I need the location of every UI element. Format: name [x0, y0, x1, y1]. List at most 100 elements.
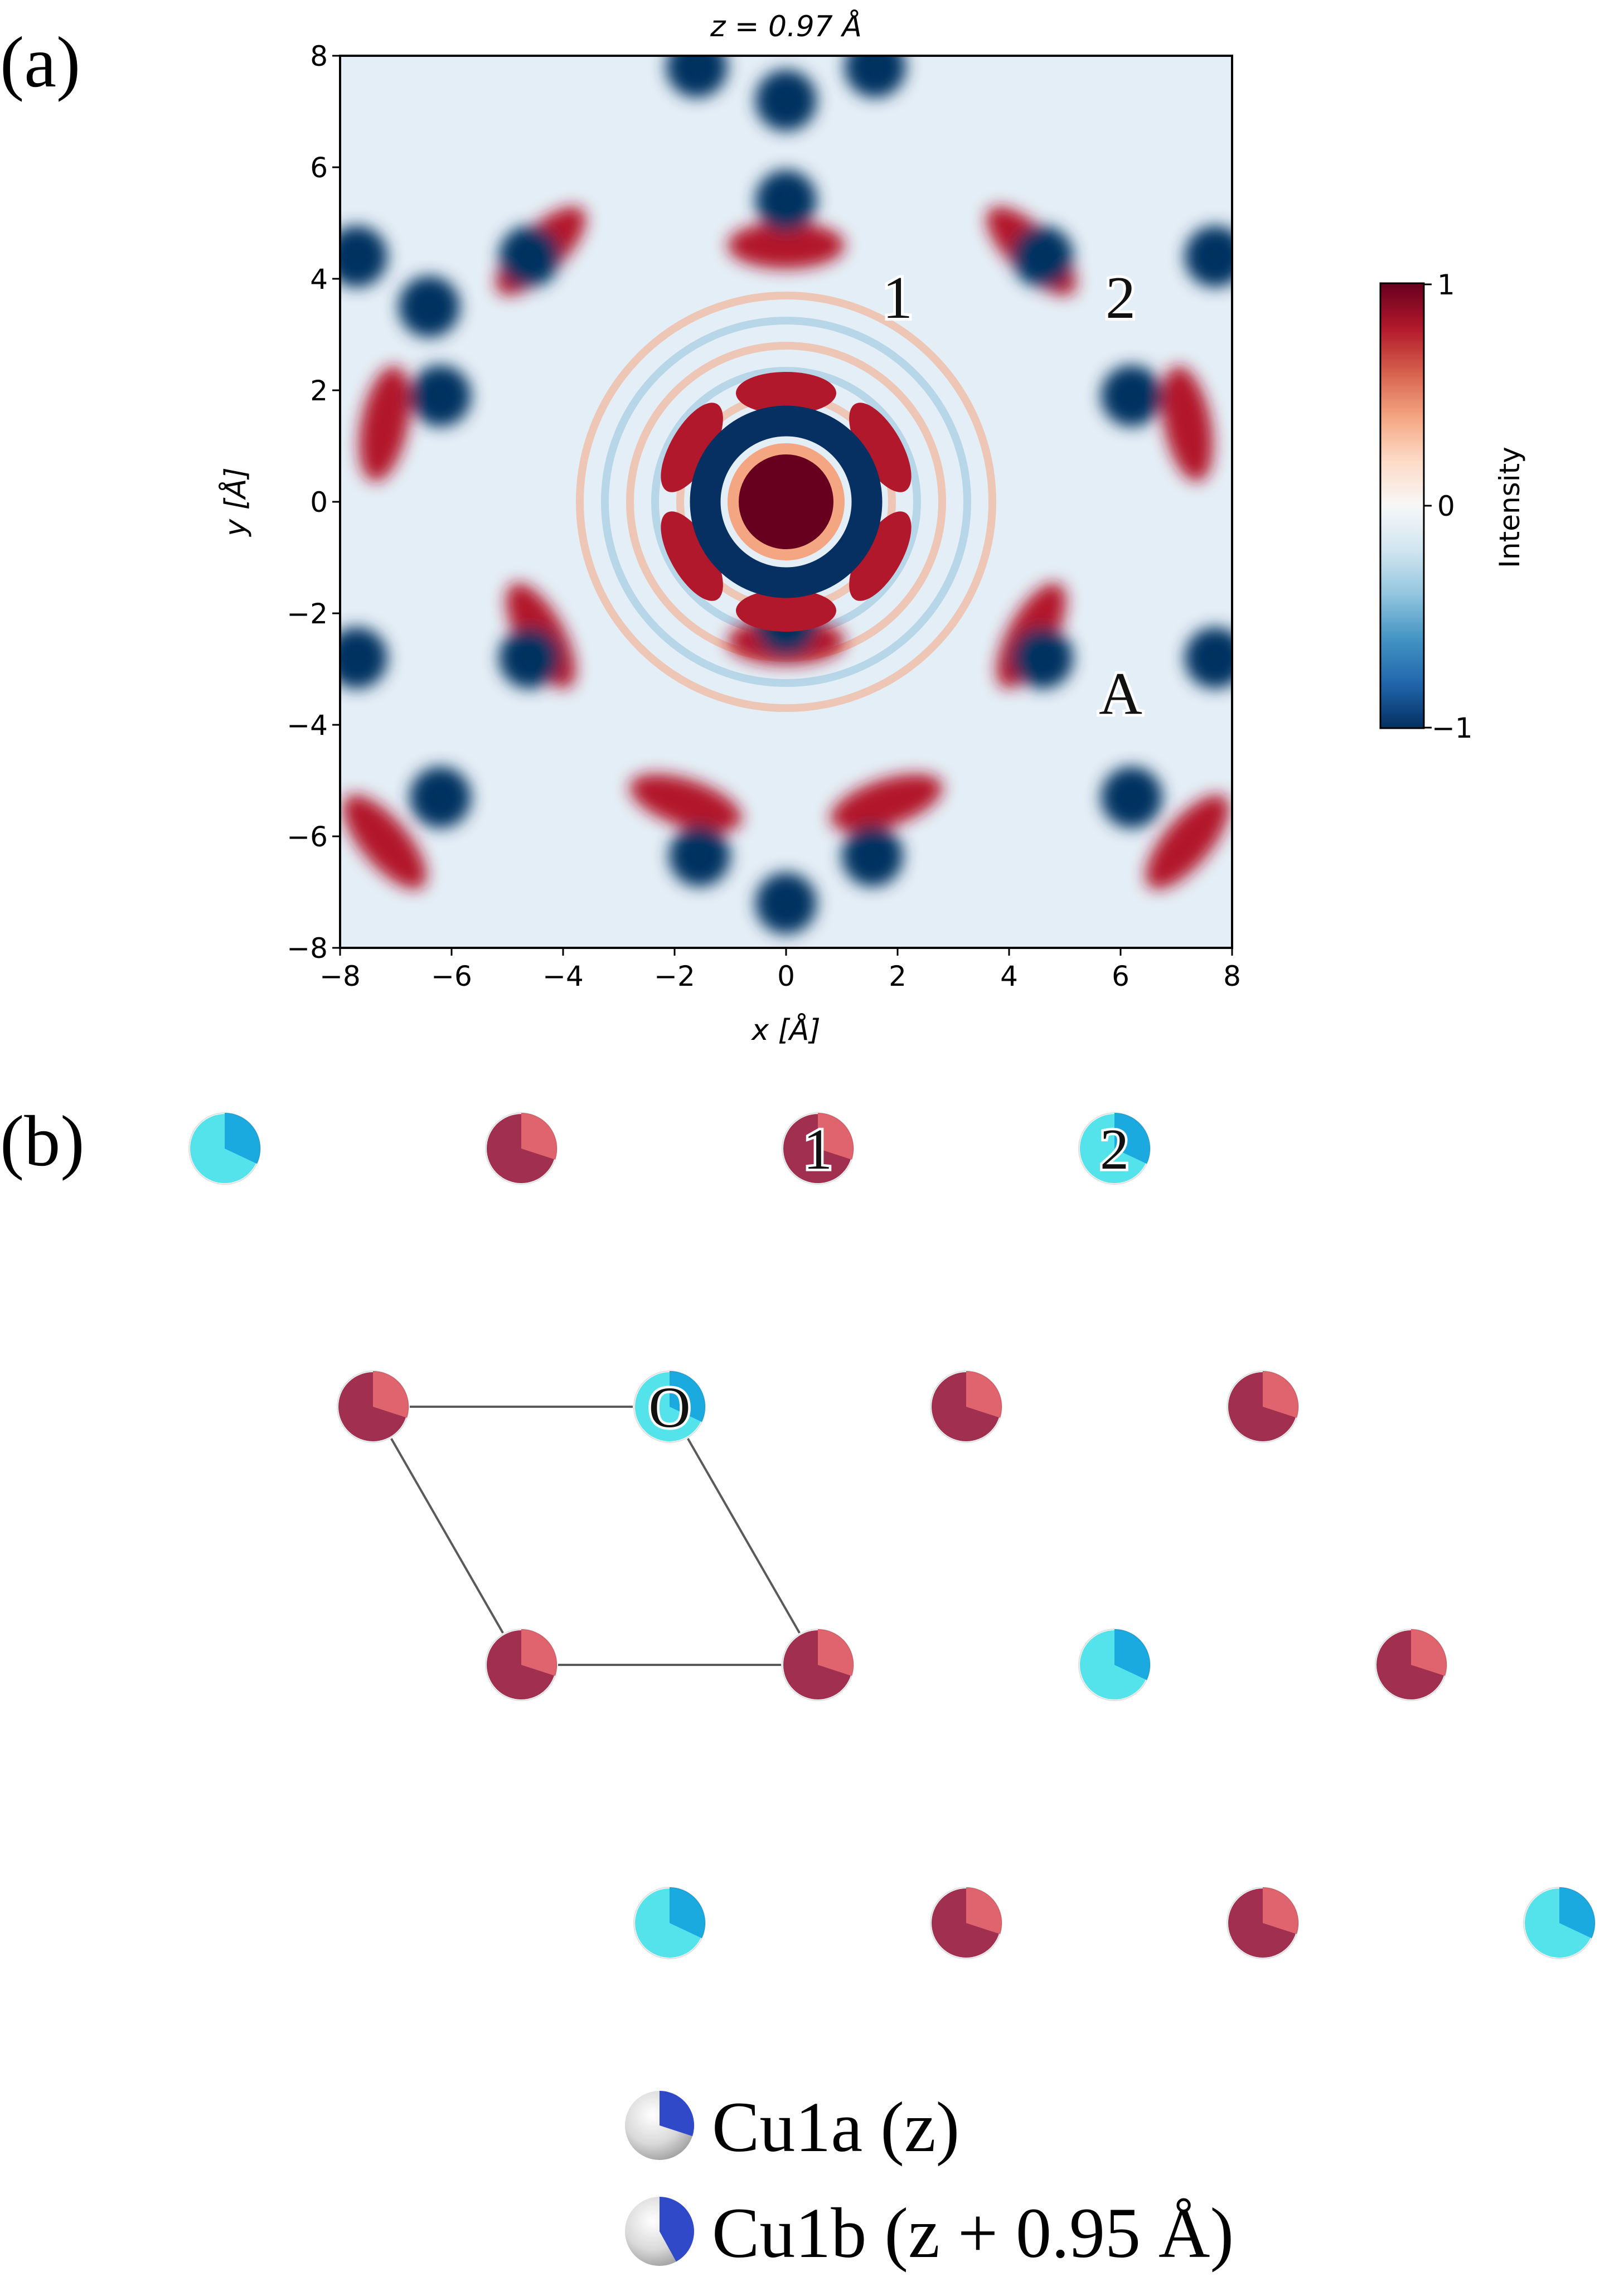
cu1b-atom — [633, 1886, 706, 1960]
x-tick-label: 2 — [889, 960, 906, 992]
colorbar: 1 0 −1 Intensity — [1379, 269, 1526, 744]
y-tick-label: 4 — [310, 263, 328, 296]
heatmap-annotation: 2 — [1106, 265, 1136, 331]
blue-spot — [842, 825, 903, 887]
blue-spot — [755, 170, 817, 231]
legend-item-cu1a: Cu1a (z) — [625, 2088, 959, 2167]
blue-spot — [340, 627, 387, 689]
heatmap-spots — [340, 56, 1232, 934]
legend-label-cu1a: Cu1a (z) — [712, 2088, 959, 2167]
red-lobe — [342, 795, 427, 889]
site-label: 2 — [1100, 1117, 1129, 1181]
red-lobe — [629, 774, 742, 832]
center-blue-ring — [690, 405, 883, 598]
y-tick-label: 2 — [310, 375, 328, 407]
center-red-lobe — [736, 589, 836, 632]
center-red-lobe — [736, 372, 836, 414]
y-tick-label: −2 — [287, 598, 328, 630]
x-axis-label: x [Å] — [750, 1013, 820, 1047]
panel-b-label: (b) — [0, 1101, 85, 1181]
interference-ring — [601, 317, 971, 687]
center-red-lobe — [661, 403, 723, 492]
interference-ring — [576, 292, 996, 712]
blue-spot — [845, 56, 906, 98]
blue-spot — [499, 226, 560, 287]
legend-sphere-icon — [625, 2197, 694, 2266]
x-tick-label: −6 — [431, 960, 472, 992]
cu1a-atom — [929, 1886, 1003, 1960]
heatmap — [340, 56, 1232, 948]
blue-spot — [666, 56, 728, 98]
y-tick-label: 8 — [310, 40, 328, 72]
legend-label-cu1b: Cu1b (z + 0.95 Å) — [712, 2193, 1234, 2273]
panel-a-label: (a) — [0, 22, 80, 103]
red-lobe — [728, 222, 845, 269]
unit-cell — [371, 1406, 820, 1666]
center-red-lobe — [849, 403, 912, 492]
site-labels: 1 2 O — [646, 1115, 1132, 1442]
cu1a-atom — [1226, 1886, 1300, 1960]
legend-item-cu1b: Cu1b (z + 0.95 Å) — [625, 2193, 1234, 2273]
blue-spot — [1012, 627, 1073, 689]
blue-spot — [1185, 226, 1232, 287]
blue-spot — [1012, 226, 1073, 287]
colorbar-gradient — [1379, 282, 1425, 729]
x-tick-label: −2 — [654, 960, 695, 992]
cu1a-atom — [1374, 1628, 1448, 1702]
cu1b-atom — [1078, 1628, 1151, 1702]
center-red-lobe — [661, 511, 723, 601]
cu1a-atom — [781, 1112, 855, 1185]
y-tick-label: −6 — [287, 821, 328, 853]
atom-lattice — [188, 1112, 1596, 1960]
blue-spot — [399, 276, 460, 337]
y-axis-ticks: −8 −6 −4 −2 0 2 4 6 8 — [287, 40, 340, 965]
blue-spot — [1101, 365, 1162, 427]
y-tick-label: 6 — [310, 152, 328, 184]
x-tick-label: 0 — [777, 960, 795, 992]
cu1b-atom — [633, 1370, 706, 1444]
cu1b-atom — [188, 1112, 261, 1185]
colorbar-tick-label-mid: 0 — [1437, 490, 1455, 522]
x-tick-label: 4 — [1000, 960, 1018, 992]
blue-spot — [755, 873, 817, 934]
red-lobe — [359, 366, 410, 482]
x-axis-ticks: −8 −6 −4 −2 0 2 4 6 8 — [319, 948, 1241, 992]
y-tick-label: −4 — [287, 709, 328, 742]
colorbar-label: Intensity — [1494, 447, 1526, 568]
cu1b-atom — [1078, 1112, 1151, 1185]
colorbar-tick-label-top: 1 — [1437, 269, 1455, 301]
heatmap-annotation: 1 — [883, 265, 913, 331]
cu1a-atom — [781, 1628, 855, 1702]
legend-sphere-icon — [625, 2091, 695, 2160]
cu1b-atom — [1523, 1886, 1596, 1960]
legend: Cu1a (z) Cu1b (z + 0.95 Å) — [625, 2088, 1234, 2273]
blue-spot — [499, 627, 560, 689]
center-core — [739, 454, 833, 549]
blue-spot — [1101, 767, 1162, 828]
blue-spot — [755, 70, 817, 131]
site-label: O — [648, 1376, 690, 1440]
x-tick-label: −8 — [319, 960, 361, 992]
blue-spot — [410, 365, 471, 427]
x-tick-label: −4 — [542, 960, 584, 992]
y-tick-label: −8 — [287, 932, 328, 965]
heatmap-center — [661, 372, 912, 632]
red-lobe — [1162, 366, 1213, 482]
blue-spot — [340, 226, 387, 287]
cu1a-atom — [929, 1370, 1003, 1444]
cu1a-atom — [1226, 1370, 1300, 1444]
unit-cell-outline — [371, 1406, 820, 1666]
blue-spot — [1185, 627, 1232, 689]
heatmap-title: z = 0.97 Å — [710, 9, 862, 43]
colorbar-tick-label-bottom: −1 — [1432, 712, 1473, 744]
x-tick-label: 8 — [1223, 960, 1241, 992]
cu1a-atom — [336, 1370, 410, 1444]
site-label: 1 — [803, 1117, 832, 1181]
y-axis-label: y [Å] — [218, 467, 253, 537]
red-lobe — [830, 774, 943, 832]
heatmap-annotations: 1 2 A — [880, 262, 1145, 730]
x-tick-label: 6 — [1112, 960, 1129, 992]
heatmap-annotation: A — [1099, 661, 1142, 727]
cu1a-atom — [484, 1112, 558, 1185]
blue-spot — [410, 767, 471, 828]
